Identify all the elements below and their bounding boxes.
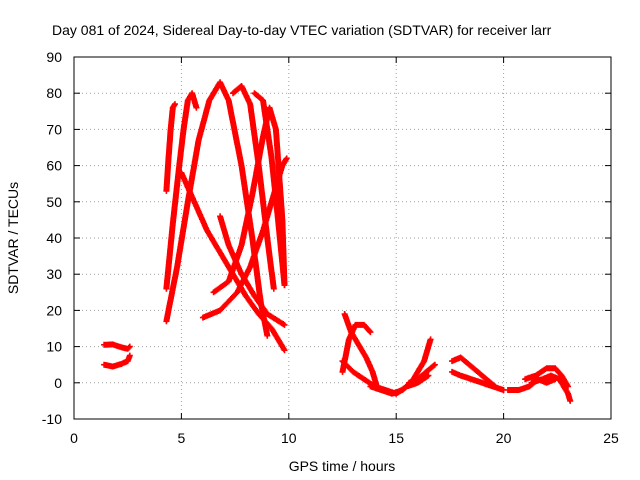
- x-tick-label: 5: [178, 430, 186, 446]
- series-arc-02: [101, 352, 133, 370]
- data-marks: [101, 79, 574, 404]
- y-tick-label: 70: [46, 121, 62, 137]
- x-tick-label: 0: [70, 430, 78, 446]
- data-point-markers: [528, 372, 574, 404]
- data-point-markers: [163, 90, 200, 292]
- data-point-markers: [406, 361, 438, 386]
- x-tick-label: 15: [388, 430, 404, 446]
- y-axis-label: SDTVAR / TECUs: [5, 182, 21, 294]
- y-tick-label: 90: [46, 49, 62, 65]
- series-arc-16: [406, 361, 438, 386]
- chart-title: Day 081 of 2024, Sidereal Day-to-day VTE…: [52, 22, 552, 38]
- data-point-markers: [251, 90, 288, 289]
- series-arc-10: [230, 83, 277, 292]
- data-point-markers: [163, 79, 271, 339]
- x-tick-label: 10: [281, 430, 297, 446]
- data-point-markers: [367, 336, 434, 397]
- axis-ticks: 0 5 10 15 20 25 -10 0 10 20 30 40 50 60 70 80 90: [42, 49, 619, 446]
- series-arc-05: [163, 79, 271, 339]
- x-axis-label: GPS time / hours: [289, 458, 396, 474]
- data-point-markers: [217, 213, 288, 328]
- y-tick-label: 30: [46, 266, 62, 282]
- series-arc-18: [449, 354, 498, 390]
- y-tick-label: 0: [54, 375, 62, 391]
- series-arc-20: [522, 365, 571, 390]
- y-tick-label: -10: [42, 411, 62, 427]
- series-arc-03: [163, 101, 178, 194]
- y-tick-label: 50: [46, 194, 62, 210]
- series-arc-21: [528, 372, 574, 404]
- data-point-markers: [230, 83, 277, 292]
- series-arc-01: [101, 341, 133, 352]
- data-point-markers: [178, 169, 288, 354]
- data-point-markers: [341, 311, 380, 390]
- series-arc-15: [367, 336, 434, 397]
- series-arc-13: [341, 311, 380, 390]
- x-tick-label: 20: [496, 430, 512, 446]
- x-tick-label: 25: [603, 430, 619, 446]
- y-tick-label: 60: [46, 158, 62, 174]
- y-tick-label: 10: [46, 339, 62, 355]
- series-arc-11: [251, 90, 288, 289]
- series-arc-07: [217, 213, 288, 328]
- data-point-markers: [163, 101, 178, 194]
- y-tick-label: 20: [46, 302, 62, 318]
- data-point-markers: [101, 352, 133, 370]
- data-point-markers: [522, 365, 571, 390]
- series-arc-04: [163, 90, 200, 292]
- y-tick-label: 80: [46, 85, 62, 101]
- grid: [74, 57, 611, 419]
- y-tick-label: 40: [46, 230, 62, 246]
- series-arc-06: [178, 169, 288, 354]
- data-point-markers: [101, 341, 133, 352]
- data-point-markers: [449, 354, 498, 390]
